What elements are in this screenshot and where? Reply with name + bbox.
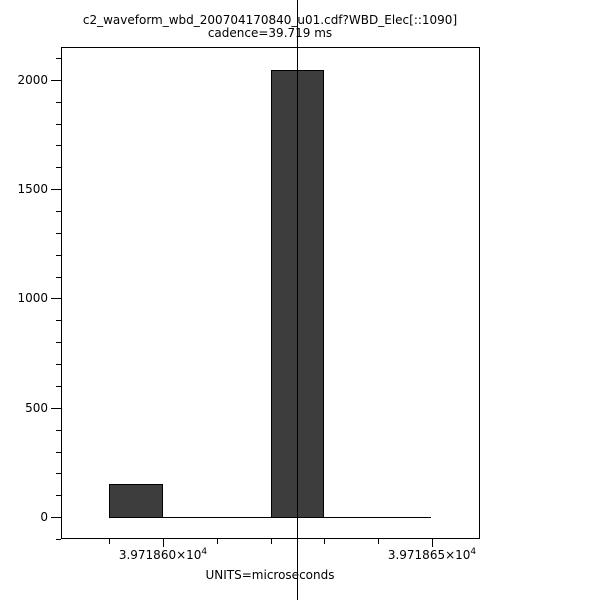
y-axis-minor-tick — [56, 320, 61, 321]
y-axis-tick-label: 500 — [25, 401, 48, 415]
x-axis-label: UNITS=microseconds — [205, 568, 335, 582]
y-axis-tick-label: 1500 — [17, 182, 48, 196]
y-axis-minor-tick — [56, 473, 61, 474]
y-axis-minor-tick — [56, 342, 61, 343]
x-tick-label-base: 3.971865×10 — [387, 548, 471, 562]
y-axis-minor-tick — [56, 386, 61, 387]
x-axis-minor-tick — [217, 539, 218, 544]
y-axis-major-tick — [51, 517, 61, 518]
chart-title: c2_waveform_wbd_200704170840_u01.cdf?WBD… — [82, 13, 458, 27]
y-axis-tick-label: 0 — [40, 510, 48, 524]
x-axis-major-tick — [432, 539, 433, 547]
y-axis-minor-tick — [56, 124, 61, 125]
y-axis-minor-tick — [56, 452, 61, 453]
y-axis-major-tick — [51, 298, 61, 299]
histogram-bar — [109, 484, 163, 518]
y-axis-minor-tick — [56, 495, 61, 496]
x-tick-label-exponent: 4 — [470, 547, 477, 557]
y-axis-minor-tick — [56, 539, 61, 540]
x-axis-tick-label: 3.971865×104 — [367, 547, 497, 562]
y-axis-minor-tick — [56, 233, 61, 234]
x-axis-major-tick — [163, 539, 164, 547]
y-axis-minor-tick — [56, 102, 61, 103]
x-axis-minor-tick — [378, 539, 379, 544]
x-axis-minor-tick — [109, 539, 110, 544]
y-axis-minor-tick — [56, 58, 61, 59]
x-tick-label-base: 3.971860×10 — [118, 548, 202, 562]
x-axis-minor-tick — [324, 539, 325, 544]
y-axis-major-tick — [51, 408, 61, 409]
plot-frame — [61, 47, 480, 539]
chart-subtitle: cadence=39.719 ms — [207, 26, 333, 40]
y-axis-minor-tick — [56, 167, 61, 168]
histogram-zero-line — [109, 517, 431, 518]
y-axis-tick-label: 1000 — [17, 291, 48, 305]
y-axis-minor-tick — [56, 277, 61, 278]
y-axis-minor-tick — [56, 430, 61, 431]
y-axis-minor-tick — [56, 255, 61, 256]
y-axis-major-tick — [51, 189, 61, 190]
x-tick-label-exponent: 4 — [201, 547, 208, 557]
marker-vertical-line — [297, 0, 298, 600]
y-axis-major-tick — [51, 80, 61, 81]
x-axis-minor-tick — [271, 539, 272, 544]
x-axis-tick-label: 3.971860×104 — [98, 547, 228, 562]
y-axis-minor-tick — [56, 364, 61, 365]
y-axis-tick-label: 2000 — [17, 73, 48, 87]
y-axis-minor-tick — [56, 211, 61, 212]
y-axis-minor-tick — [56, 145, 61, 146]
